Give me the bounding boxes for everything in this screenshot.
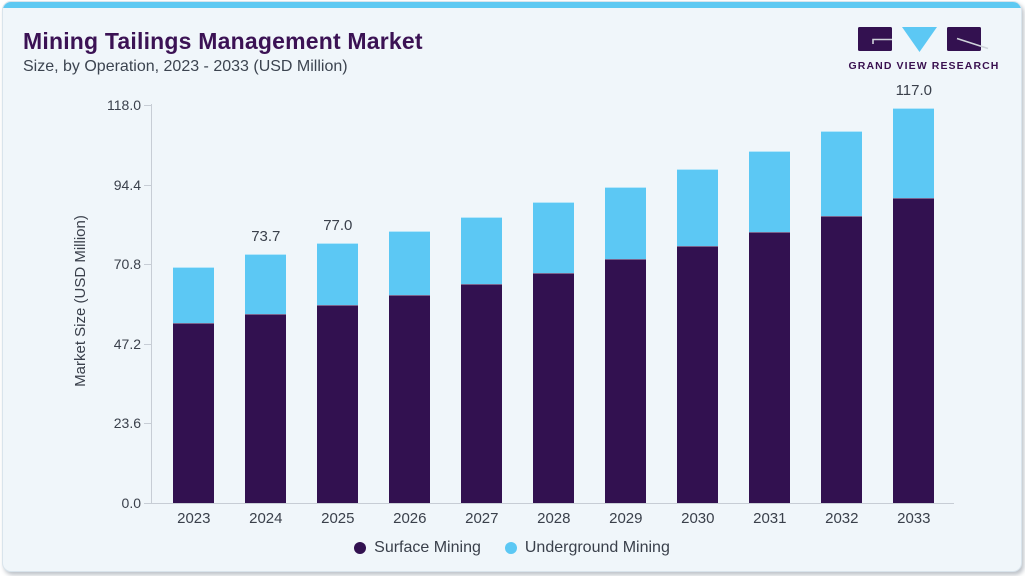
chart-legend: Surface Mining Underground Mining xyxy=(3,539,1021,557)
gvr-logo-icon: GRAND VIEW RESEARCH xyxy=(849,27,1000,72)
page-subtitle: Size, by Operation, 2023 - 2033 (USD Mil… xyxy=(23,58,348,75)
bar-segment-underground-2024 xyxy=(245,254,287,315)
x-tick-label-2029: 2029 xyxy=(609,510,643,527)
bar-segment-surface-2031 xyxy=(749,231,791,503)
bar-segment-underground-2023 xyxy=(173,266,215,324)
bar-segment-underground-2029 xyxy=(605,186,647,260)
y-tick-mark xyxy=(144,105,151,106)
legend-label-underground-mining: Underground Mining xyxy=(524,539,670,556)
y-tick-label: 70.8 xyxy=(113,256,141,273)
bar-segment-underground-2027 xyxy=(461,216,503,285)
bar-segment-surface-2026 xyxy=(389,294,431,503)
y-tick-label: 118.0 xyxy=(107,97,141,113)
x-tick-label-2026: 2026 xyxy=(393,510,427,527)
bar-value-label-2025: 77.0 xyxy=(323,217,353,235)
stacked-bar-chart: Market Size (USD Million) 0.0 23.6 47.2 70.… xyxy=(3,2,1021,571)
y-tick-label: 0.0 xyxy=(121,495,141,511)
bar-segment-surface-2032 xyxy=(821,215,863,503)
y-axis-title: Market Size (USD Million) xyxy=(72,215,89,387)
bar-segment-underground-2031 xyxy=(749,150,791,232)
x-tick-label-2024: 2024 xyxy=(249,510,283,527)
y-tick-mark xyxy=(144,343,151,345)
gvr-logo-text: GRAND VIEW RESEARCH xyxy=(849,60,1000,72)
y-tick-label: 47.2 xyxy=(113,335,141,352)
bar-segment-surface-2028 xyxy=(533,272,575,503)
x-axis-line xyxy=(144,503,954,504)
legend-item-underground-mining: Underground Mining xyxy=(504,539,670,557)
bar-segment-surface-2029 xyxy=(605,259,647,503)
y-tick-mark xyxy=(144,264,151,266)
bar-segment-underground-2033 xyxy=(893,108,935,199)
bar-segment-surface-2024 xyxy=(245,314,287,503)
y-tick-label: 94.4 xyxy=(113,176,141,193)
bar-segment-underground-2032 xyxy=(821,130,863,216)
bar-segment-underground-2026 xyxy=(389,231,431,295)
y-tick-label: 23.6 xyxy=(113,415,141,432)
bar-segment-underground-2025 xyxy=(317,243,359,305)
x-tick-label-2033: 2033 xyxy=(897,510,931,527)
top-accent-bar xyxy=(3,2,1021,8)
x-tick-label-2030: 2030 xyxy=(681,510,715,527)
bar-value-label-2024: 73.7 xyxy=(251,228,281,246)
x-tick-label-2028: 2028 xyxy=(537,510,571,527)
bar-segment-surface-2027 xyxy=(461,284,503,503)
y-tick-mark xyxy=(144,423,151,425)
bar-segment-surface-2023 xyxy=(173,323,215,503)
bar-segment-surface-2030 xyxy=(677,246,719,503)
y-tick-mark xyxy=(144,184,151,186)
x-tick-label-2025: 2025 xyxy=(321,510,355,527)
bar-segment-underground-2030 xyxy=(677,168,719,247)
bar-segment-surface-2025 xyxy=(317,305,359,503)
x-tick-label-2031: 2031 xyxy=(753,510,787,527)
y-axis-line xyxy=(151,104,152,504)
x-tick-label-2023: 2023 xyxy=(177,510,211,527)
legend-label-surface-mining: Surface Mining xyxy=(374,539,481,556)
page-title: Mining Tailings Management Market xyxy=(23,28,423,54)
underground-mining-dot-icon xyxy=(504,542,517,554)
bar-segment-underground-2028 xyxy=(533,202,575,273)
x-tick-label-2027: 2027 xyxy=(465,510,499,527)
bar-value-label-2033: 117.0 xyxy=(895,82,933,100)
bar-segment-surface-2033 xyxy=(893,198,935,503)
surface-mining-dot-icon xyxy=(354,542,367,554)
legend-item-surface-mining: Surface Mining xyxy=(354,539,481,557)
x-tick-label-2032: 2032 xyxy=(825,510,859,527)
gvr-logo: GRAND VIEW RESEARCH xyxy=(849,26,999,72)
